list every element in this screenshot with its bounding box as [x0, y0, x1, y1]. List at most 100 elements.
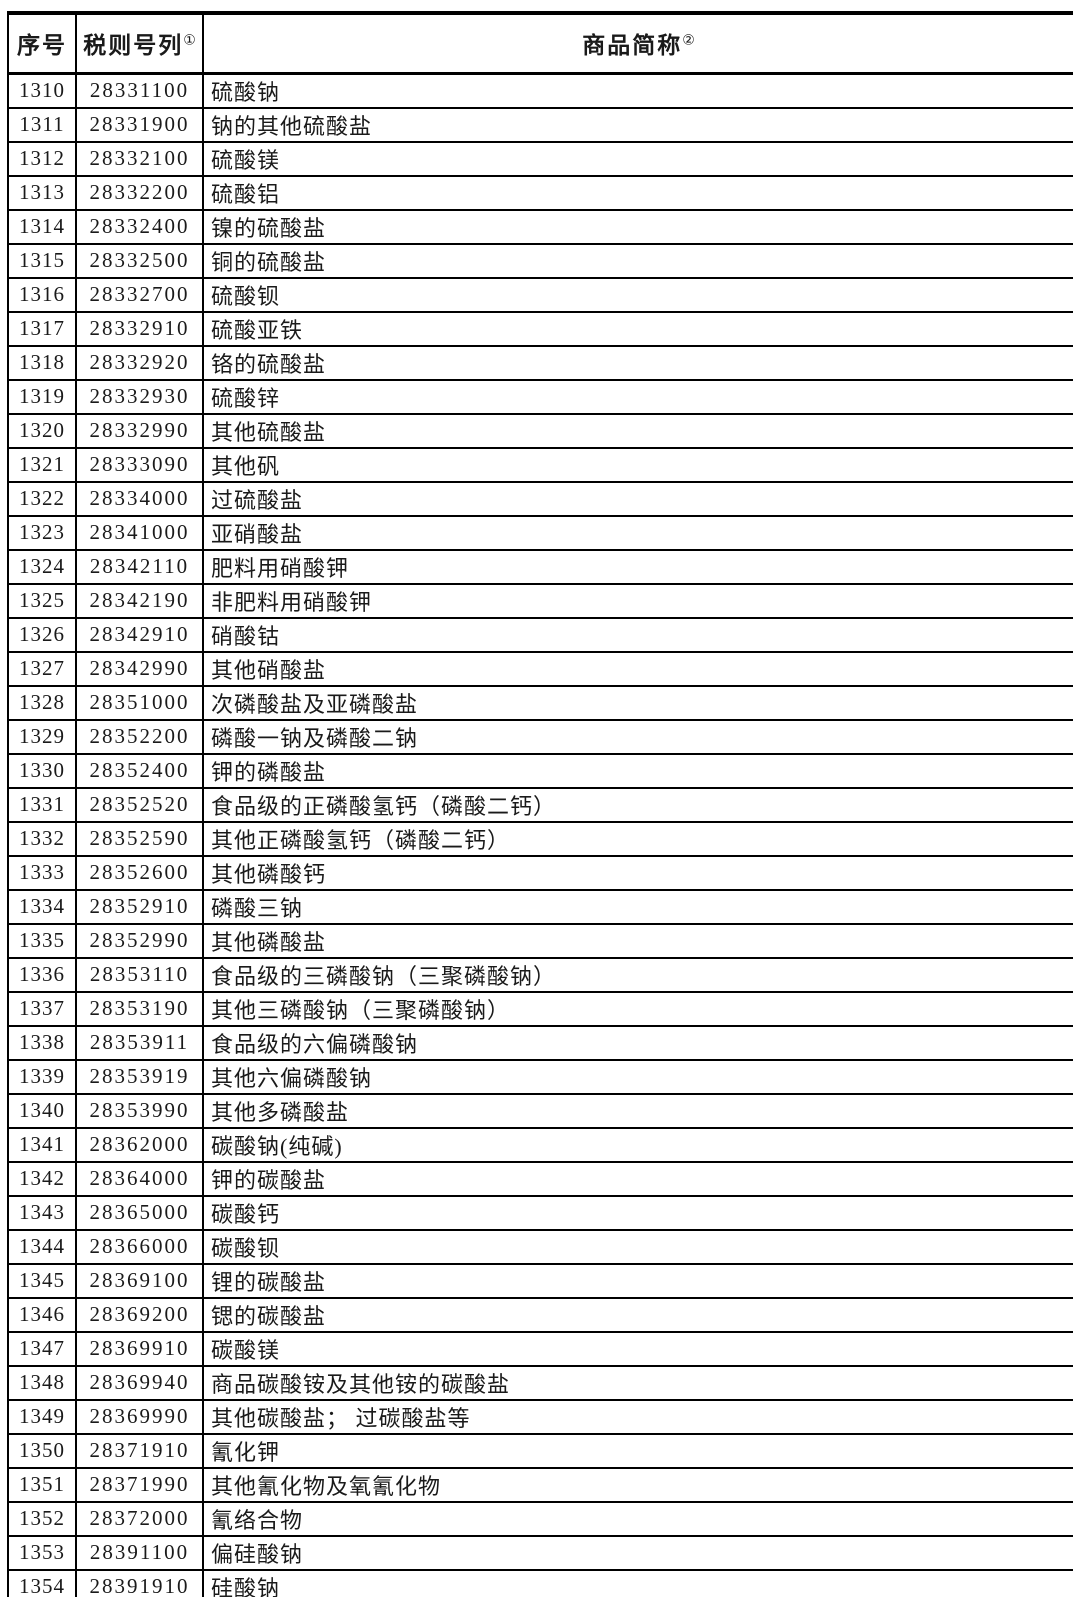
code-cell: 28342990 — [76, 651, 204, 687]
name-cell: 钾的磷酸盐 — [203, 753, 1073, 789]
serial-cell: 1348 — [8, 1365, 77, 1401]
name-cell: 钠的其他硫酸盐 — [203, 107, 1073, 143]
code-cell: 28369200 — [76, 1297, 204, 1333]
code-cell: 28341000 — [76, 515, 204, 551]
table-row: 1310 28331100 硫酸钠 — [8, 73, 1073, 109]
table-row: 1312 28332100 硫酸镁 — [8, 141, 1073, 177]
table-row: 1345 28369100 锂的碳酸盐 — [8, 1263, 1073, 1299]
serial-cell: 1338 — [8, 1025, 77, 1061]
code-cell: 28371910 — [76, 1433, 204, 1469]
name-cell: 其他三磷酸钠（三聚磷酸钠） — [203, 991, 1073, 1027]
code-cell: 28342190 — [76, 583, 204, 619]
name-cell: 亚硝酸盐 — [203, 515, 1073, 551]
table-row: 1322 28334000 过硫酸盐 — [8, 481, 1073, 517]
code-cell: 28366000 — [76, 1229, 204, 1265]
table-row: 1350 28371910 氰化钾 — [8, 1433, 1073, 1469]
code-cell: 28353110 — [76, 957, 204, 993]
code-cell: 28353190 — [76, 991, 204, 1027]
serial-cell: 1336 — [8, 957, 77, 993]
footnote-marker-2: ② — [682, 33, 695, 49]
table-row: 1348 28369940 商品碳酸铵及其他铵的碳酸盐 — [8, 1365, 1073, 1401]
table-row: 1326 28342910 硝酸钴 — [8, 617, 1073, 653]
table-row: 1339 28353919 其他六偏磷酸钠 — [8, 1059, 1073, 1095]
serial-cell: 1314 — [8, 209, 77, 245]
table-row: 1328 28351000 次磷酸盐及亚磷酸盐 — [8, 685, 1073, 721]
name-cell: 镍的硫酸盐 — [203, 209, 1073, 245]
code-cell: 28352990 — [76, 923, 204, 959]
serial-cell: 1311 — [8, 107, 77, 143]
serial-cell: 1320 — [8, 413, 77, 449]
serial-cell: 1344 — [8, 1229, 77, 1265]
code-cell: 28372000 — [76, 1501, 204, 1537]
name-cell: 硫酸亚铁 — [203, 311, 1073, 347]
serial-cell: 1317 — [8, 311, 77, 347]
serial-cell: 1322 — [8, 481, 77, 517]
table-row: 1313 28332200 硫酸铝 — [8, 175, 1073, 211]
serial-cell: 1318 — [8, 345, 77, 381]
code-cell: 28353911 — [76, 1025, 204, 1061]
table-row: 1340 28353990 其他多磷酸盐 — [8, 1093, 1073, 1129]
serial-cell: 1326 — [8, 617, 77, 653]
name-cell: 其他多磷酸盐 — [203, 1093, 1073, 1129]
table-row: 1344 28366000 碳酸钡 — [8, 1229, 1073, 1265]
header-code: 税则号列① — [76, 13, 204, 75]
serial-cell: 1312 — [8, 141, 77, 177]
code-cell: 28342110 — [76, 549, 204, 585]
name-cell: 铜的硫酸盐 — [203, 243, 1073, 279]
table-row: 1311 28331900 钠的其他硫酸盐 — [8, 107, 1073, 143]
table-row: 1332 28352590 其他正磷酸氢钙（磷酸二钙） — [8, 821, 1073, 857]
header-serial-label: 序号 — [17, 33, 67, 59]
code-cell: 28332500 — [76, 243, 204, 279]
code-cell: 28331100 — [76, 73, 204, 109]
name-cell: 其他磷酸盐 — [203, 923, 1073, 959]
name-cell: 硫酸镁 — [203, 141, 1073, 177]
code-cell: 28332990 — [76, 413, 204, 449]
serial-cell: 1354 — [8, 1569, 77, 1597]
code-cell: 28391100 — [76, 1535, 204, 1571]
name-cell: 碳酸镁 — [203, 1331, 1073, 1367]
code-cell: 28332700 — [76, 277, 204, 313]
serial-cell: 1337 — [8, 991, 77, 1027]
code-cell: 28352910 — [76, 889, 204, 925]
code-cell: 28369940 — [76, 1365, 204, 1401]
name-cell: 其他硝酸盐 — [203, 651, 1073, 687]
code-cell: 28353990 — [76, 1093, 204, 1129]
name-cell: 硫酸锌 — [203, 379, 1073, 415]
code-cell: 28371990 — [76, 1467, 204, 1503]
table-row: 1315 28332500 铜的硫酸盐 — [8, 243, 1073, 279]
serial-cell: 1325 — [8, 583, 77, 619]
table-row: 1327 28342990 其他硝酸盐 — [8, 651, 1073, 687]
header-name-label: 商品简称 — [582, 33, 683, 59]
name-cell: 磷酸三钠 — [203, 889, 1073, 925]
footnote-marker-1: ① — [183, 33, 196, 49]
serial-cell: 1334 — [8, 889, 77, 925]
table-row: 1321 28333090 其他矾 — [8, 447, 1073, 483]
table-row: 1316 28332700 硫酸钡 — [8, 277, 1073, 313]
serial-cell: 1349 — [8, 1399, 77, 1435]
name-cell: 锂的碳酸盐 — [203, 1263, 1073, 1299]
serial-cell: 1345 — [8, 1263, 77, 1299]
name-cell: 次磷酸盐及亚磷酸盐 — [203, 685, 1073, 721]
code-cell: 28332930 — [76, 379, 204, 415]
serial-cell: 1339 — [8, 1059, 77, 1095]
serial-cell: 1329 — [8, 719, 77, 755]
name-cell: 氰络合物 — [203, 1501, 1073, 1537]
code-cell: 28353919 — [76, 1059, 204, 1095]
table-row: 1338 28353911 食品级的六偏磷酸钠 — [8, 1025, 1073, 1061]
serial-cell: 1316 — [8, 277, 77, 313]
code-cell: 28332400 — [76, 209, 204, 245]
serial-cell: 1342 — [8, 1161, 77, 1197]
table-row: 1347 28369910 碳酸镁 — [8, 1331, 1073, 1367]
serial-cell: 1328 — [8, 685, 77, 721]
table-row: 1320 28332990 其他硫酸盐 — [8, 413, 1073, 449]
table-row: 1330 28352400 钾的磷酸盐 — [8, 753, 1073, 789]
name-cell: 其他正磷酸氢钙（磷酸二钙） — [203, 821, 1073, 857]
name-cell: 其他矾 — [203, 447, 1073, 483]
name-cell: 过硫酸盐 — [203, 481, 1073, 517]
table-row: 1325 28342190 非肥料用硝酸钾 — [8, 583, 1073, 619]
tariff-table: 序号 税则号列① 商品简称② 1310 28331100 硫酸钠 1311 28… — [7, 11, 1073, 1597]
name-cell: 磷酸一钠及磷酸二钠 — [203, 719, 1073, 755]
table-row: 1335 28352990 其他磷酸盐 — [8, 923, 1073, 959]
code-cell: 28332910 — [76, 311, 204, 347]
table-row: 1336 28353110 食品级的三磷酸钠（三聚磷酸钠） — [8, 957, 1073, 993]
